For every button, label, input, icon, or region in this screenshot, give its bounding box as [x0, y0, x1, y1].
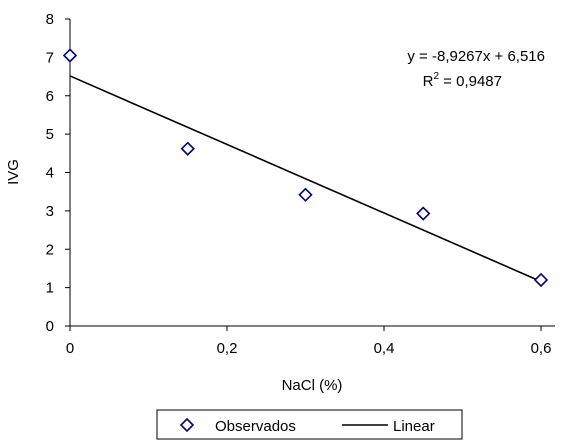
data-point-diamond — [62, 48, 78, 63]
r-squared-superscript: 2 — [433, 71, 439, 82]
r-squared-value: = 0,9487 — [439, 73, 502, 90]
y-axis-label: IVG — [5, 159, 22, 185]
y-tick-label: 8 — [46, 11, 54, 28]
y-tick-label: 3 — [46, 203, 54, 220]
data-point-diamond — [298, 187, 313, 202]
legend-diamond-icon — [179, 417, 195, 433]
data-point-diamond — [533, 272, 549, 288]
y-tick-label: 6 — [46, 88, 54, 105]
legend: Observados Linear — [156, 409, 463, 440]
y-tick-label: 2 — [46, 241, 54, 258]
y-tick-label: 1 — [46, 280, 54, 297]
y-tick-label: 0 — [46, 318, 54, 335]
x-tick-label: 0,2 — [217, 340, 238, 357]
y-ticks: 0 1 2 3 4 5 6 7 8 — [46, 11, 70, 335]
r-squared-label: R — [423, 73, 434, 90]
x-axis-label: NaCl (%) — [282, 377, 343, 394]
legend-label-linear: Linear — [393, 418, 435, 435]
data-points — [62, 48, 549, 288]
r-squared-annotation: R2 = 0,9487 — [423, 71, 502, 90]
x-tick-label: 0,6 — [531, 340, 552, 357]
legend-label-observados: Observados — [215, 418, 296, 435]
trendline-linear — [69, 75, 542, 283]
trendline-equation: y = -8,9267x + 6,516 — [407, 48, 545, 65]
x-tick-label: 0 — [66, 340, 74, 357]
y-tick-label: 4 — [46, 165, 54, 182]
x-ticks: 0 0,2 0,4 0,6 — [66, 326, 552, 357]
data-point-diamond — [416, 206, 431, 221]
y-tick-label: 5 — [46, 126, 54, 143]
x-tick-label: 0,4 — [374, 340, 395, 357]
y-tick-label: 7 — [46, 49, 54, 66]
data-point-diamond — [180, 141, 195, 156]
legend-box — [156, 409, 463, 440]
